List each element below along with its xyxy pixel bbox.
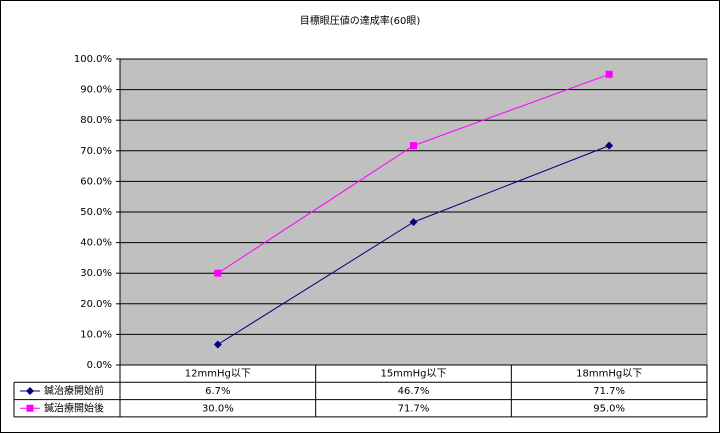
y-tick-label: 40.0% (80, 238, 112, 249)
data-point (410, 142, 417, 150)
table-value: 46.7% (398, 386, 430, 397)
data-point (213, 340, 222, 349)
y-tick-label: 60.0% (80, 176, 112, 187)
table-value: 6.7% (205, 386, 230, 397)
x-tick-label: 18mmHg以下 (576, 369, 642, 380)
table-value: 30.0% (202, 403, 234, 414)
y-tick-label: 100.0% (74, 54, 112, 65)
y-tick-label: 30.0% (80, 268, 112, 279)
y-tick-label: 50.0% (80, 207, 112, 218)
legend-label: 鍼治療開始前 (44, 384, 104, 397)
x-tick-label: 15mmHg以下 (380, 369, 446, 380)
legend-marker (26, 386, 34, 395)
x-tick-label: 12mmHg以下 (185, 369, 251, 380)
y-tick-label: 10.0% (80, 329, 112, 340)
data-point (409, 218, 418, 227)
table-value: 71.7% (398, 403, 430, 414)
y-tick-label: 70.0% (80, 146, 112, 157)
legend-label: 鍼治療開始後 (44, 401, 104, 414)
y-tick-label: 90.0% (80, 85, 112, 96)
legend-marker (26, 404, 34, 412)
data-point (605, 141, 614, 150)
data-point (214, 269, 222, 277)
data-point (605, 70, 613, 78)
y-tick-label: 80.0% (80, 115, 112, 126)
y-tick-label: 20.0% (80, 299, 112, 310)
chart-title: 目標眼圧値の達成率(60眼) (300, 14, 421, 27)
y-tick-label: 0.0% (87, 360, 112, 371)
table-value: 71.7% (593, 386, 625, 397)
table-value: 95.0% (593, 403, 625, 414)
